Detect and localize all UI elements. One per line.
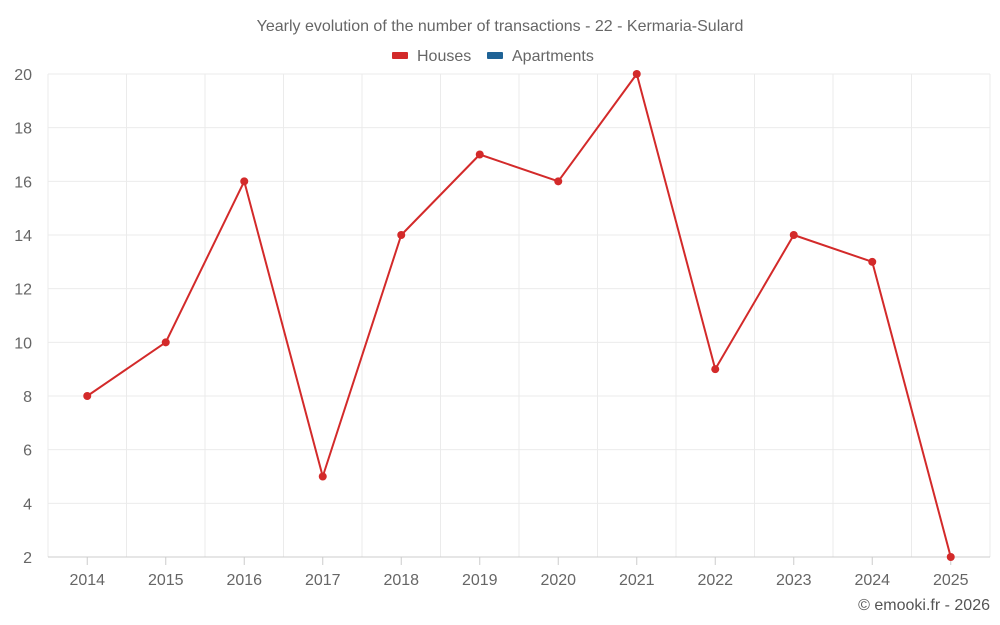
legend: Houses Apartments bbox=[392, 48, 594, 65]
legend-item-apartments[interactable]: Apartments bbox=[487, 48, 594, 65]
x-tick-label: 2024 bbox=[854, 572, 890, 589]
y-tick-label: 8 bbox=[23, 389, 32, 406]
x-tick-label: 2015 bbox=[148, 572, 184, 589]
x-tick-label: 2022 bbox=[697, 572, 733, 589]
y-tick-label: 10 bbox=[14, 335, 32, 352]
y-tick-label: 4 bbox=[23, 496, 32, 513]
data-point-houses[interactable] bbox=[397, 231, 406, 239]
x-axis-ticks: 2014 2015 2016 2017 2018 2019 2020 2021 2022 2023… bbox=[69, 557, 969, 589]
x-tick-label: 2017 bbox=[305, 572, 341, 589]
y-tick-label: 18 bbox=[14, 121, 32, 138]
legend-item-houses[interactable]: Houses bbox=[392, 48, 471, 65]
x-tick-label: 2018 bbox=[383, 572, 419, 589]
x-tick-label: 2021 bbox=[619, 572, 655, 589]
data-point-houses[interactable] bbox=[161, 338, 170, 347]
x-tick-label: 2016 bbox=[226, 572, 262, 589]
data-point-houses[interactable] bbox=[868, 257, 877, 266]
data-point-houses[interactable] bbox=[240, 177, 249, 186]
credit-text: © emooki.fr - 2026 bbox=[858, 597, 990, 614]
legend-swatch-houses bbox=[392, 52, 408, 59]
series-houses bbox=[83, 70, 955, 561]
data-point-houses[interactable] bbox=[789, 231, 798, 239]
y-tick-label: 2 bbox=[23, 550, 32, 567]
data-point-houses[interactable] bbox=[946, 553, 955, 561]
data-point-houses[interactable] bbox=[475, 150, 484, 159]
y-tick-label: 16 bbox=[14, 174, 32, 191]
data-point-houses[interactable] bbox=[83, 392, 92, 400]
grid bbox=[47, 73, 991, 557]
x-tick-label: 2019 bbox=[462, 572, 498, 589]
y-tick-label: 12 bbox=[14, 282, 32, 299]
legend-label-houses: Houses bbox=[417, 48, 471, 65]
legend-swatch-apartments bbox=[487, 52, 503, 59]
data-point-houses[interactable] bbox=[711, 365, 720, 374]
data-point-houses[interactable] bbox=[554, 177, 563, 186]
x-tick-label: 2014 bbox=[69, 572, 105, 589]
y-axis-ticks: 2 4 6 8 10 12 14 16 18 20 bbox=[14, 67, 32, 567]
y-tick-label: 14 bbox=[14, 228, 32, 245]
data-point-houses[interactable] bbox=[632, 70, 641, 78]
data-point-houses[interactable] bbox=[318, 472, 327, 481]
y-tick-label: 20 bbox=[14, 67, 32, 84]
x-tick-label: 2025 bbox=[933, 572, 969, 589]
series-line-houses bbox=[86, 73, 952, 558]
x-tick-label: 2023 bbox=[776, 572, 812, 589]
y-tick-label: 6 bbox=[23, 443, 32, 460]
chart-title: Yearly evolution of the number of transa… bbox=[257, 18, 744, 35]
x-tick-label: 2020 bbox=[540, 572, 576, 589]
legend-label-apartments: Apartments bbox=[512, 48, 594, 65]
